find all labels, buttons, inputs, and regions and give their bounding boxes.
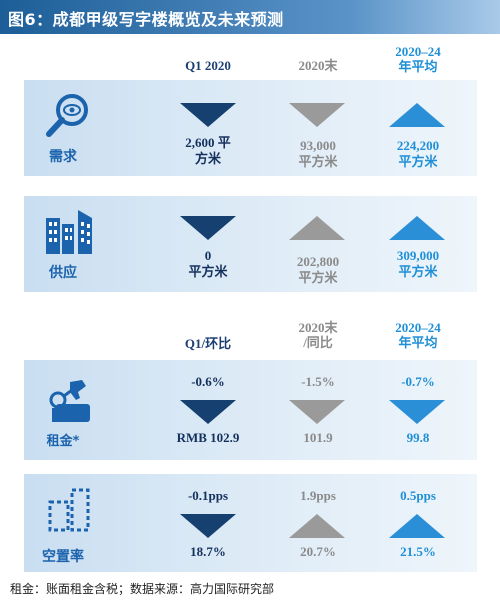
demand-avg-up-arrow <box>389 103 445 127</box>
vacancy-q1-change: -0.1pps <box>187 488 229 503</box>
supply-avg-up-arrow <box>389 216 445 240</box>
demand-label: 需求 <box>49 149 77 165</box>
header-q1-qoq: Q1/环比 <box>184 336 232 351</box>
header-year-end-yoy: 2020末 /同比 <box>298 320 338 350</box>
rent-q1-down-arrow <box>180 400 236 424</box>
header-avg-line1: 2020–24 <box>395 44 441 59</box>
vacant-building-icon <box>48 488 90 532</box>
supply-avg-value: 309,000 平方米 <box>396 248 440 279</box>
supply-q1-value: 0 平方米 <box>188 248 228 279</box>
header-avg-bottom: 2020–24 年平均 <box>395 320 441 350</box>
vacancy-q1-down-arrow <box>180 514 236 538</box>
supply-label: 供应 <box>49 265 77 281</box>
vacancy-avg-up-arrow <box>389 514 445 538</box>
rent-label: 租金* <box>46 434 80 449</box>
vacancy-label: 空置率 <box>42 549 84 565</box>
header-avg: 2020–24 年平均 <box>373 44 463 74</box>
header-year-end: 2020末 <box>298 58 338 73</box>
vacancy-q1-value: 18.7% <box>190 544 226 559</box>
supply-panel <box>24 196 477 292</box>
buildings-icon <box>46 210 92 254</box>
demand-year-end-down-arrow <box>289 103 345 127</box>
supply-year-end-value: 202,800 平方米 <box>296 254 340 285</box>
rent-year-end-down-arrow <box>289 400 345 424</box>
key-hand-icon <box>49 380 90 422</box>
vacancy-year-end-value: 20.7% <box>300 544 336 559</box>
rent-avg-change: -0.7% <box>401 374 435 389</box>
figure-title: 图6：成都甲级写字楼概览及未来预测 <box>8 10 284 29</box>
footnote: 租金：账面租金含税；数据来源：高力国际研究部 <box>10 582 275 596</box>
vacancy-year-end-change: 1.9pps <box>300 488 336 503</box>
demand-q1-value: 2,600 平 方米 <box>185 135 231 166</box>
demand-panel <box>24 80 477 176</box>
rent-avg-value: 99.8 <box>406 430 430 445</box>
title-bar: 图6：成都甲级写字楼概览及未来预测 <box>0 0 500 34</box>
supply-year-end-up-arrow <box>289 216 345 240</box>
vacancy-year-end-up-arrow <box>289 514 345 538</box>
magnifier-eye-icon <box>46 94 88 137</box>
vacancy-avg-value: 21.5% <box>400 544 436 559</box>
demand-q1-down-arrow <box>180 103 236 127</box>
rent-q1-value: RMB 102.9 <box>176 430 240 445</box>
demand-year-end-value: 93,000 平方米 <box>298 138 338 169</box>
vacancy-avg-change: 0.5pps <box>400 488 436 503</box>
rent-avg-down-arrow <box>389 400 445 424</box>
rent-year-end-change: -1.5% <box>301 374 335 389</box>
rent-q1-change: -0.6% <box>191 374 225 389</box>
header-q1: Q1 2020 <box>185 58 231 73</box>
supply-q1-down-arrow <box>180 216 236 240</box>
demand-avg-value: 224,200 平方米 <box>396 138 440 169</box>
rent-year-end-value: 101.9 <box>303 430 333 445</box>
header-avg-line2: 年平均 <box>398 59 438 74</box>
